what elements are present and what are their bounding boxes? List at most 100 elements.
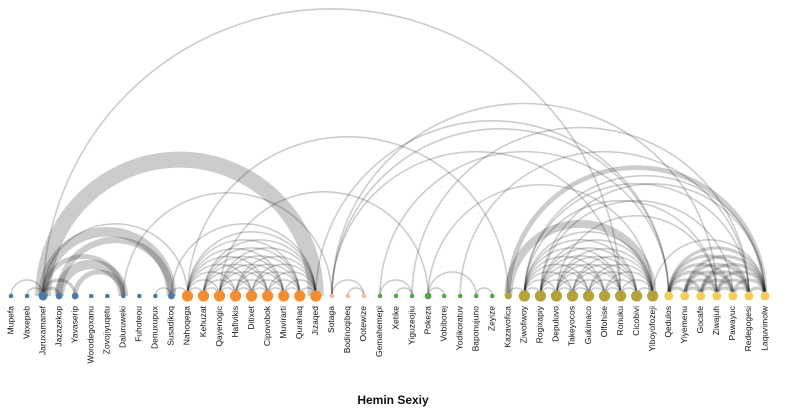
node-dot[interactable] <box>473 293 479 299</box>
node-dot[interactable] <box>441 293 447 299</box>
node-label: Pawayuc <box>727 305 737 340</box>
node-dot[interactable] <box>534 290 547 302</box>
link-arc <box>555 247 654 297</box>
node-dot[interactable] <box>55 292 63 300</box>
node-dot[interactable] <box>181 290 194 302</box>
node-dot[interactable] <box>664 291 674 301</box>
link-arc <box>523 255 606 297</box>
link-arc <box>683 262 751 297</box>
link-arc <box>266 279 301 297</box>
node-label: Mupefa <box>5 306 15 335</box>
link-arc <box>234 255 317 297</box>
node-dot[interactable] <box>582 290 595 302</box>
link-arc <box>186 231 317 297</box>
node-label: Rogixapiy <box>535 305 545 343</box>
link-arc <box>555 263 622 297</box>
node-dot[interactable] <box>550 290 563 302</box>
node-label: Muvirarti <box>278 306 288 339</box>
link-arc <box>72 269 126 297</box>
link-arc <box>603 271 654 297</box>
node-label: Yodikoratuv <box>454 305 464 350</box>
node-label: Gocafe <box>695 306 705 334</box>
node-dot[interactable] <box>246 290 258 302</box>
node-label: Yiguzeojiu <box>406 306 416 345</box>
link-arc <box>571 279 606 297</box>
node-dot[interactable] <box>631 290 643 302</box>
node-label: Nahoqega <box>182 306 192 346</box>
node-dot[interactable] <box>680 291 690 301</box>
link-arc <box>523 279 558 297</box>
node-dot[interactable] <box>329 293 335 299</box>
node-dot[interactable] <box>696 291 706 301</box>
node-dot[interactable] <box>361 293 367 299</box>
link-arc <box>699 278 735 297</box>
node-label: Olfohise <box>599 306 609 337</box>
node-dot[interactable] <box>137 293 142 299</box>
link-arc <box>54 259 129 297</box>
link-arc <box>10 279 44 297</box>
link-arc <box>539 279 574 297</box>
node-dot[interactable] <box>518 290 530 302</box>
link-arc <box>202 247 301 297</box>
node-dot[interactable] <box>230 290 242 302</box>
node-dot[interactable] <box>8 293 14 299</box>
node-dot[interactable] <box>310 290 322 302</box>
link-arc <box>651 239 766 297</box>
node-dot[interactable] <box>489 293 495 299</box>
node-label: Cipovobok <box>262 305 272 346</box>
node-dot[interactable] <box>409 293 415 299</box>
node-dot[interactable] <box>566 290 579 302</box>
node-dot[interactable] <box>153 293 158 299</box>
node-dot[interactable] <box>24 293 30 299</box>
link-arc <box>587 279 622 297</box>
node-dot[interactable] <box>213 290 226 302</box>
link-arc <box>523 247 622 297</box>
node-label: Jizaqed <box>310 306 320 336</box>
link-arc <box>731 278 767 297</box>
link-arc <box>186 263 253 297</box>
node-dot[interactable] <box>377 293 383 299</box>
node-dot[interactable] <box>104 293 110 299</box>
node-dot[interactable] <box>393 293 399 299</box>
link-arc <box>539 239 654 297</box>
link-arc <box>683 254 767 297</box>
node-dot[interactable] <box>504 292 512 300</box>
node-label: Cicobivi <box>631 306 641 336</box>
node-dot[interactable] <box>744 291 754 301</box>
link-arc <box>186 247 285 297</box>
node-dot[interactable] <box>712 291 722 301</box>
node-dot[interactable] <box>88 293 94 299</box>
link-arc <box>667 270 719 297</box>
link-arc <box>523 231 654 297</box>
node-dot[interactable] <box>728 291 738 301</box>
link-arc <box>523 263 590 297</box>
node-label: Gukimaco <box>583 306 593 345</box>
node-dot[interactable] <box>615 290 627 302</box>
node-label: Bodinoqibeq <box>342 306 352 354</box>
link-arc <box>715 270 767 297</box>
link-arc <box>218 271 269 297</box>
node-dot[interactable] <box>71 292 79 300</box>
node-dot[interactable] <box>345 293 351 299</box>
node-dot[interactable] <box>760 291 770 301</box>
link-arc <box>202 263 269 297</box>
node-dot[interactable] <box>168 292 175 300</box>
link-arc <box>250 271 301 297</box>
link-arc <box>427 271 478 297</box>
node-dot[interactable] <box>457 293 463 299</box>
node-dot[interactable] <box>121 293 126 299</box>
link-arc <box>218 191 429 297</box>
node-dot[interactable] <box>598 290 611 302</box>
link-arc <box>539 263 606 297</box>
link-arc <box>379 279 413 297</box>
node-dot[interactable] <box>278 290 290 302</box>
node-dot[interactable] <box>424 292 432 300</box>
node-dot[interactable] <box>262 290 274 302</box>
node-dot[interactable] <box>38 291 48 301</box>
node-dot[interactable] <box>294 290 306 302</box>
node-dot[interactable] <box>197 290 210 302</box>
link-arc <box>266 271 317 297</box>
link-arc <box>523 239 638 297</box>
node-label: Jazazekop <box>53 306 63 347</box>
node-dot[interactable] <box>647 290 659 302</box>
